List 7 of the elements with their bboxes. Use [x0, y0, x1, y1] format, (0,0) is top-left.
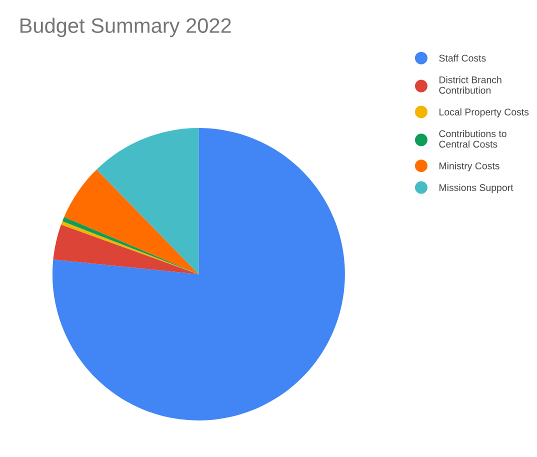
legend-label: Staff Costs	[439, 54, 486, 62]
legend-label: Local Property Costs	[440, 108, 529, 118]
legend-label: Contributions to Central Costs	[439, 130, 506, 148]
legend-label: Ministry Costs	[440, 162, 500, 172]
legend-label: District Branch Contribution	[439, 76, 502, 94]
legend-label: Missions Support	[440, 184, 514, 193]
chart-title: Budget Summary 2022	[20, 18, 231, 38]
